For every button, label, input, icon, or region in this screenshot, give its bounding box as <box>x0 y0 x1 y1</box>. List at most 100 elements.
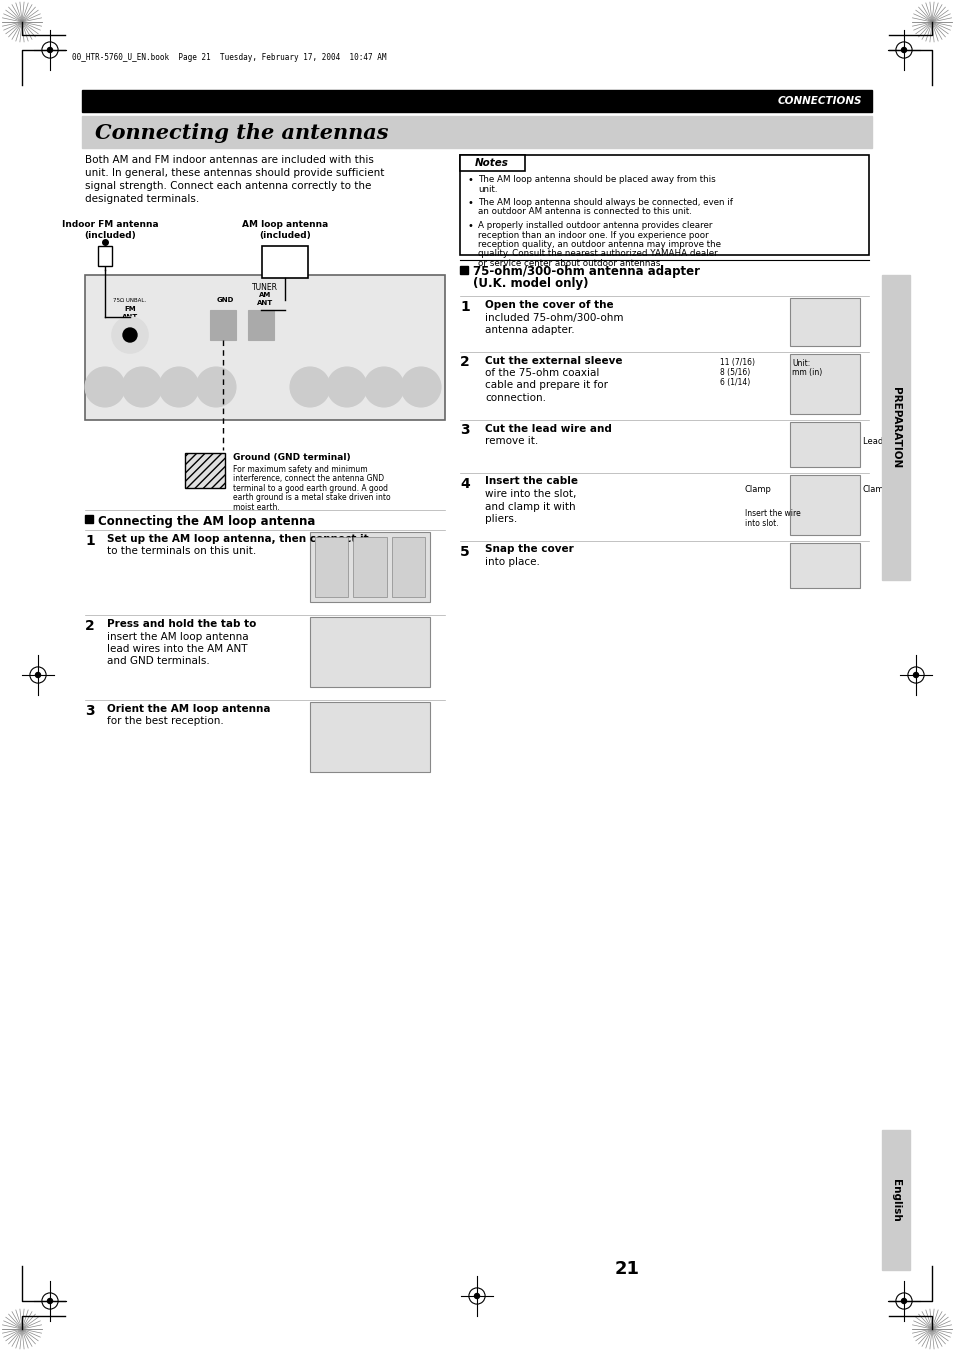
Circle shape <box>123 328 137 342</box>
Bar <box>310 532 430 603</box>
Text: The AM loop antenna should always be connected, even if: The AM loop antenna should always be con… <box>477 199 732 207</box>
Text: Notes: Notes <box>475 158 508 168</box>
Text: 00_HTR-5760_U_EN.book  Page 21  Tuesday, February 17, 2004  10:47 AM: 00_HTR-5760_U_EN.book Page 21 Tuesday, F… <box>71 54 386 62</box>
Text: 1: 1 <box>459 300 469 313</box>
Text: Indoor FM antenna: Indoor FM antenna <box>62 220 158 230</box>
Circle shape <box>85 367 125 407</box>
Text: quality. Consult the nearest authorized YAMAHA dealer: quality. Consult the nearest authorized … <box>477 250 717 258</box>
Text: or service center about outdoor antennas.: or service center about outdoor antennas… <box>477 259 662 267</box>
Text: included 75-ohm/300-ohm: included 75-ohm/300-ohm <box>484 312 623 323</box>
Text: 3: 3 <box>85 704 94 717</box>
Text: of the 75-ohm coaxial: of the 75-ohm coaxial <box>484 367 598 378</box>
Text: CONNECTIONS: CONNECTIONS <box>777 96 862 105</box>
Text: 75Ω UNBAL.: 75Ω UNBAL. <box>113 297 147 303</box>
Text: •: • <box>468 176 474 185</box>
Bar <box>789 422 859 466</box>
Text: connection.: connection. <box>484 393 545 403</box>
Bar <box>459 266 468 274</box>
Text: Clamp: Clamp <box>744 485 771 494</box>
Text: ANT: ANT <box>256 300 273 305</box>
Text: into slot.: into slot. <box>744 520 778 528</box>
Bar <box>459 155 868 255</box>
Text: GND: GND <box>216 297 233 303</box>
Bar <box>314 536 348 597</box>
Text: FM: FM <box>124 305 135 312</box>
Bar <box>185 453 225 488</box>
Text: (included): (included) <box>84 231 135 240</box>
Text: A properly installed outdoor antenna provides clearer: A properly installed outdoor antenna pro… <box>477 222 712 230</box>
Text: Unit:: Unit: <box>791 358 809 367</box>
Circle shape <box>195 367 235 407</box>
Text: Set up the AM loop antenna, then connect it: Set up the AM loop antenna, then connect… <box>107 534 368 544</box>
Text: into place.: into place. <box>484 557 539 567</box>
Bar <box>459 155 524 172</box>
Bar <box>82 91 871 112</box>
Bar <box>789 474 859 535</box>
Circle shape <box>290 367 330 407</box>
Text: 2: 2 <box>85 619 94 634</box>
Bar <box>85 515 92 523</box>
Text: 4: 4 <box>459 477 469 490</box>
Text: lead wires into the AM ANT: lead wires into the AM ANT <box>107 644 247 654</box>
Circle shape <box>913 673 918 677</box>
Text: Connecting the AM loop antenna: Connecting the AM loop antenna <box>98 515 315 528</box>
Text: •: • <box>468 222 474 231</box>
Text: mm (in): mm (in) <box>791 369 821 377</box>
Text: 8 (5/16): 8 (5/16) <box>720 369 749 377</box>
Text: designated terminals.: designated terminals. <box>85 195 199 204</box>
Bar <box>789 543 859 588</box>
Text: AM: AM <box>258 292 271 299</box>
Text: Cut the external sleeve: Cut the external sleeve <box>484 355 622 366</box>
Text: reception quality, an outdoor antenna may improve the: reception quality, an outdoor antenna ma… <box>477 240 720 249</box>
Circle shape <box>327 367 367 407</box>
Text: unit. In general, these antennas should provide sufficient: unit. In general, these antennas should … <box>85 168 384 178</box>
Bar <box>310 703 430 771</box>
Text: interference, connect the antenna GND: interference, connect the antenna GND <box>233 474 384 484</box>
Text: Lead wire: Lead wire <box>862 436 902 446</box>
Text: For maximum safety and minimum: For maximum safety and minimum <box>233 465 367 474</box>
Bar <box>882 276 909 580</box>
Text: 3: 3 <box>459 423 469 438</box>
Text: reception than an indoor one. If you experience poor: reception than an indoor one. If you exp… <box>477 231 708 239</box>
Text: Cut the lead wire and: Cut the lead wire and <box>484 423 611 434</box>
Text: for the best reception.: for the best reception. <box>107 716 224 727</box>
Circle shape <box>474 1293 479 1298</box>
Circle shape <box>901 1298 905 1304</box>
Text: •: • <box>468 199 474 208</box>
Text: AM loop antenna: AM loop antenna <box>242 220 328 230</box>
Text: Connecting the antennas: Connecting the antennas <box>95 123 388 143</box>
Bar <box>82 116 871 149</box>
Text: Orient the AM loop antenna: Orient the AM loop antenna <box>107 704 271 713</box>
Bar <box>392 536 424 597</box>
Circle shape <box>364 367 403 407</box>
Circle shape <box>901 47 905 53</box>
Text: terminal to a good earth ground. A good: terminal to a good earth ground. A good <box>233 484 388 493</box>
Circle shape <box>159 367 199 407</box>
Circle shape <box>112 317 148 353</box>
Text: insert the AM loop antenna: insert the AM loop antenna <box>107 631 249 642</box>
Circle shape <box>48 1298 52 1304</box>
Text: signal strength. Connect each antenna correctly to the: signal strength. Connect each antenna co… <box>85 181 371 190</box>
Text: wire into the slot,: wire into the slot, <box>484 489 576 499</box>
Text: 2: 2 <box>459 355 469 370</box>
Bar <box>789 354 859 413</box>
Text: 75-ohm/300-ohm antenna adapter: 75-ohm/300-ohm antenna adapter <box>473 265 700 278</box>
Bar <box>262 246 308 278</box>
Text: remove it.: remove it. <box>484 436 537 446</box>
Text: pliers.: pliers. <box>484 513 517 524</box>
Bar <box>353 536 386 597</box>
Text: unit.: unit. <box>477 185 497 193</box>
Text: Insert the wire: Insert the wire <box>744 509 800 519</box>
Text: (U.K. model only): (U.K. model only) <box>473 277 588 290</box>
Bar <box>789 299 859 346</box>
Text: antenna adapter.: antenna adapter. <box>484 326 574 335</box>
Bar <box>248 309 274 340</box>
Text: PREPARATION: PREPARATION <box>890 386 900 469</box>
Text: Press and hold the tab to: Press and hold the tab to <box>107 619 256 630</box>
Bar <box>882 1129 909 1270</box>
Bar <box>85 276 444 420</box>
Bar <box>98 246 112 266</box>
Text: Clamp: Clamp <box>862 485 889 494</box>
Text: Insert the cable: Insert the cable <box>484 477 578 486</box>
Text: 11 (7/16): 11 (7/16) <box>720 358 754 367</box>
